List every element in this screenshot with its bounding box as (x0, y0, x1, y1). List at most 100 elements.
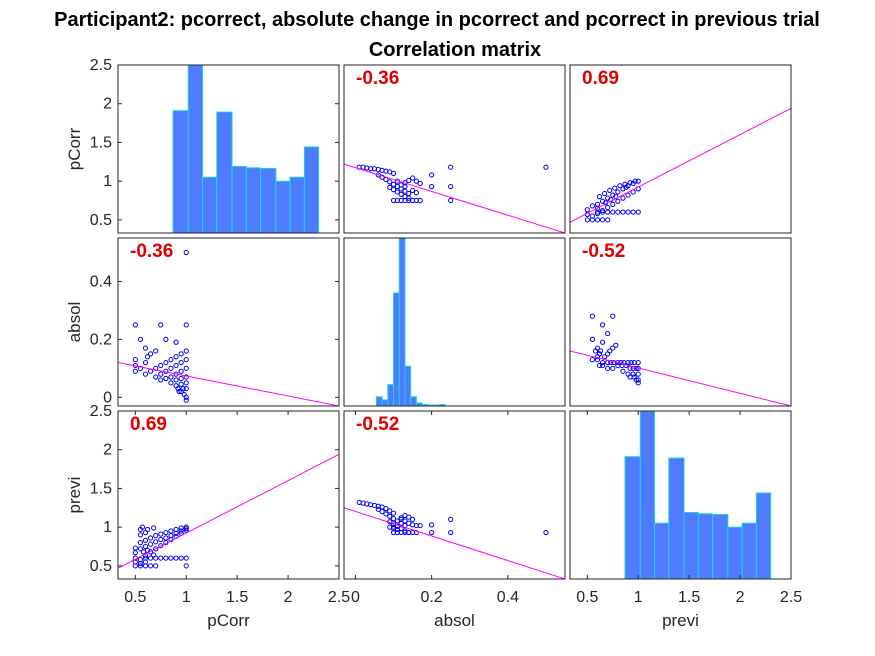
data-point (144, 526, 151, 533)
panel-plot-area (344, 499, 565, 579)
data-point (596, 194, 603, 200)
data-point (183, 348, 189, 354)
x-tick-label: 1.5 (678, 589, 700, 606)
data-point (168, 555, 174, 561)
correlation-label: -0.36 (130, 241, 173, 262)
data-point (620, 209, 626, 215)
histogram-bar (393, 292, 400, 406)
data-point (402, 183, 408, 190)
data-point (183, 527, 189, 533)
data-point (390, 181, 397, 187)
data-point (409, 175, 416, 181)
panel-frame (569, 64, 792, 234)
data-point (153, 533, 159, 539)
data-point (398, 515, 404, 521)
histogram-bar (387, 384, 395, 406)
data-point (429, 522, 435, 528)
histogram-bar (683, 511, 699, 579)
y-tick-label: 0.2 (90, 331, 112, 348)
x-axis-label: previ (662, 611, 699, 630)
panel-frame (343, 64, 566, 234)
data-point (137, 540, 144, 546)
x-tick-label: 2 (736, 589, 745, 606)
data-point (153, 563, 159, 569)
data-point (429, 172, 435, 178)
data-point (142, 345, 149, 351)
correlation-label: 0.69 (582, 68, 619, 89)
data-point (183, 394, 189, 400)
data-point (610, 345, 616, 351)
data-point (620, 368, 626, 374)
data-point (176, 388, 182, 395)
panel-pCorr-previ: 0.69 (569, 64, 792, 234)
data-point (608, 359, 614, 366)
data-point (144, 354, 151, 360)
data-point (602, 190, 608, 197)
data-point (168, 365, 174, 371)
panel-frame (117, 237, 340, 407)
data-point (158, 362, 164, 369)
y-tick-label: 2 (103, 96, 112, 113)
histogram-bar (697, 513, 714, 579)
data-point (607, 348, 613, 354)
panel-plot-area (570, 107, 791, 223)
data-point (183, 365, 189, 371)
data-point (390, 510, 397, 516)
x-axis-label: pCorr (207, 611, 250, 630)
data-point (448, 516, 454, 522)
data-point (178, 381, 184, 387)
x-tick-label: 0.4 (497, 589, 519, 606)
data-point (379, 509, 385, 515)
data-point (543, 164, 549, 170)
data-point (394, 526, 400, 533)
data-point (599, 359, 606, 366)
histogram-bar (381, 399, 389, 406)
data-point (142, 543, 149, 550)
data-point (163, 359, 169, 366)
data-point (383, 505, 389, 512)
data-point (153, 546, 159, 552)
data-point (183, 397, 189, 403)
data-point (178, 555, 184, 561)
data-point (623, 184, 629, 190)
data-point (147, 535, 154, 541)
data-point (137, 563, 144, 569)
data-point (173, 339, 179, 345)
panel-background (570, 65, 791, 233)
data-point (158, 322, 164, 328)
data-point (132, 322, 138, 328)
histogram-bar (668, 457, 685, 579)
panel-plot-area (624, 411, 772, 579)
data-point (173, 354, 179, 360)
data-point (147, 563, 154, 569)
data-point (183, 374, 189, 380)
x-tick-label: 1 (634, 589, 643, 606)
data-point (597, 348, 604, 354)
histogram-bar (172, 110, 189, 233)
data-point (158, 531, 164, 537)
data-point (147, 541, 154, 547)
panel-absol-previ: -0.52 (569, 237, 792, 407)
panel-frame (117, 64, 340, 234)
data-point (178, 525, 184, 531)
data-point (390, 516, 397, 522)
data-point (618, 359, 624, 366)
y-tick-label: 1 (103, 519, 112, 536)
data-point (151, 525, 157, 531)
data-point (599, 362, 606, 369)
data-point (178, 375, 184, 382)
data-point (183, 357, 189, 363)
data-point (610, 313, 616, 319)
regression-line (344, 163, 565, 233)
correlation-label: 0.69 (130, 414, 167, 435)
panel-plot-area (344, 163, 565, 233)
data-point (183, 563, 189, 569)
histogram-bar (404, 365, 412, 406)
figure-title: Participant2: pcorrect, absolute change … (54, 9, 820, 31)
data-point (158, 543, 164, 549)
panel-frame (343, 237, 566, 407)
data-point (635, 371, 641, 377)
x-tick-label: 2.5 (328, 589, 350, 606)
data-point (613, 342, 619, 348)
data-point (584, 207, 590, 213)
